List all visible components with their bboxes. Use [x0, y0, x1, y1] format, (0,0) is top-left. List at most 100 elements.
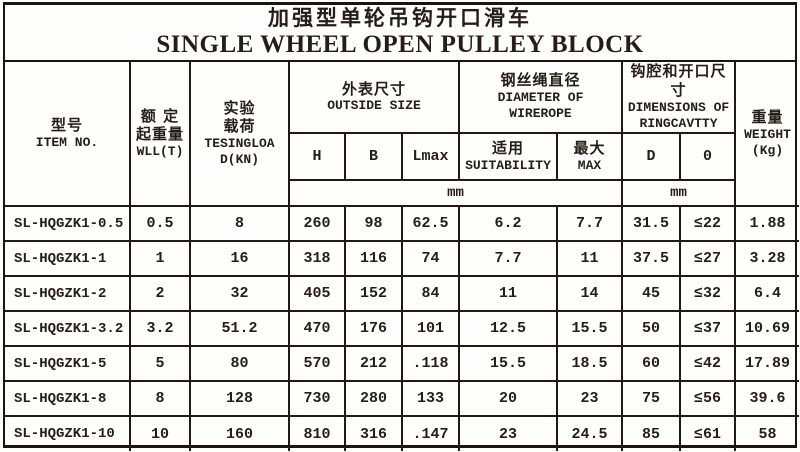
cell-max: 7.7 [555, 205, 624, 242]
cell-h: 470 [288, 310, 346, 347]
cell-lmax: .118 [401, 345, 460, 382]
cell-b: 176 [344, 310, 403, 347]
header-outside-size-zh: 外表尺寸 [341, 79, 406, 98]
header-item-no-en: ITEM NO. [35, 134, 99, 150]
header-wirerope: 钢丝绳直径 DIAMETER OF WIREROPE [457, 62, 624, 134]
cell-b: 98 [344, 205, 403, 242]
header-weight-zh: 重量 [751, 107, 784, 126]
header-test-load-zh1: 实验 [223, 98, 256, 117]
header-wirerope-en2: WIREROPE [509, 106, 572, 122]
cell-o: ≤37 [679, 310, 737, 347]
header-test-load-zh2: 载荷 [223, 117, 256, 136]
header-wirerope-zh: 钢丝绳直径 [500, 71, 581, 90]
header-wirerope-en1: DIAMETER OF [497, 90, 584, 106]
cell-b: 280 [344, 380, 403, 417]
header-weight-en: WEIGHT [744, 126, 791, 142]
header-item-no: 型号 ITEM NO. [5, 62, 131, 207]
cell-h: 405 [288, 275, 346, 312]
header-col-lmax: Lmax [401, 132, 460, 181]
header-col-d-label: D [646, 148, 656, 165]
cell-lmax: 62.5 [401, 205, 460, 242]
header-sub-row: H B Lmax 适用 SUITABILITY 最大 MAX D 0 [5, 132, 799, 181]
table-row: SL-HQGZK1-8 8 128 730 280 133 20 23 75 ≤… [5, 380, 800, 417]
spec-sheet: 加强型单轮吊钩开口滑车 SINGLE WHEEL OPEN PULLEY BLO… [3, 2, 800, 451]
cell-lmax: 133 [401, 380, 460, 417]
header-col-suitability: 适用 SUITABILITY [458, 132, 558, 181]
cell-wll: 0.5 [129, 205, 191, 242]
header-col-max-en: MAX [577, 157, 602, 173]
cell-max: 14 [555, 275, 624, 312]
header-outside-size-en: OUTSIDE SIZE [327, 98, 421, 114]
header-weight-unit: (Kg) [751, 142, 784, 158]
header-col-d: D [621, 132, 682, 181]
cell-item-no: SL-HQGZK1-1 [5, 240, 131, 277]
cell-lmax: 84 [401, 275, 460, 312]
cell-test-load: 160 [189, 415, 290, 451]
cell-test-load: 16 [189, 240, 290, 277]
header-test-load-en1: TESINGLOA [204, 136, 275, 151]
cell-wll: 8 [129, 380, 191, 417]
header-wll-en: WLL(T) [136, 144, 184, 160]
cell-test-load: 128 [189, 380, 290, 417]
title-block: 加强型单轮吊钩开口滑车 SINGLE WHEEL OPEN PULLEY BLO… [5, 5, 795, 62]
cell-weight: 10.69 [734, 310, 800, 347]
table-row: SL-HQGZK1-5 5 80 570 212 .118 15.5 18.5 … [5, 345, 800, 382]
header-col-max: 最大 MAX [555, 132, 624, 181]
title-english: SINGLE WHEEL OPEN PULLEY BLOCK [156, 30, 644, 58]
cell-b: 116 [344, 240, 403, 277]
cell-o: ≤42 [679, 345, 737, 382]
cell-d: 60 [621, 345, 682, 382]
header-col-max-zh: 最大 [573, 139, 606, 157]
cell-max: 11 [555, 240, 624, 277]
header-item-no-zh: 型号 [50, 116, 83, 134]
cell-h: 260 [288, 205, 346, 242]
cell-d: 37.5 [621, 240, 682, 277]
cell-item-no: SL-HQGZK1-2 [5, 275, 131, 312]
cell-b: 316 [344, 415, 403, 451]
cell-d: 75 [621, 380, 682, 417]
unit-mm-outside-wirerope: mm [289, 179, 624, 207]
cell-wll: 2 [129, 275, 191, 312]
cell-item-no: SL-HQGZK1-3.2 [5, 310, 131, 347]
header-ringcavity-en2: RINGCAVTTY [639, 115, 718, 131]
header-col-b-label: B [368, 148, 378, 165]
table-row: SL-HQGZK1-0.5 0.5 8 260 98 62.5 6.2 7.7 … [5, 205, 800, 242]
header-ringcavity-en1: DIMENSIONS OF [627, 99, 730, 115]
cell-weight: 3.28 [734, 240, 800, 277]
header-col-o: 0 [679, 132, 736, 181]
header-col-suitability-en: SUITABILITY [465, 157, 551, 173]
cell-weight: 17.89 [734, 345, 800, 382]
header-test-load-en2: D(KN) [219, 152, 259, 168]
header-wll-zh2: 起重量 [135, 125, 184, 144]
cell-suitability: 12.5 [458, 310, 558, 347]
cell-item-no: SL-HQGZK1-8 [5, 380, 131, 417]
header-col-o-label: 0 [703, 148, 713, 165]
cell-max: 15.5 [555, 310, 624, 347]
header-wll: 额 定 起重量 WLL(T) [129, 62, 191, 207]
cell-h: 810 [288, 415, 346, 451]
header-ringcavity-zh: 钩腔和开口尺寸 [630, 62, 727, 99]
cell-suitability: 11 [458, 275, 558, 312]
header-col-h-label: H [312, 148, 322, 165]
header-outside-size: 外表尺寸 OUTSIDE SIZE [288, 62, 460, 134]
cell-test-load: 8 [189, 205, 290, 242]
table-row: SL-HQGZK1-2 2 32 405 152 84 11 14 45 ≤32… [5, 275, 800, 312]
header-wll-zh1: 额 定 [140, 106, 180, 125]
cell-o: ≤27 [679, 240, 737, 277]
cell-weight: 58 [734, 415, 800, 451]
cell-o: ≤56 [679, 380, 737, 417]
spec-table: 型号 ITEM NO. 额 定 起重量 WLL(T) 实验 载荷 TESINGL… [5, 62, 800, 451]
cell-h: 318 [288, 240, 346, 277]
cell-d: 50 [621, 310, 682, 347]
cell-wll: 3.2 [129, 310, 191, 347]
cell-item-no: SL-HQGZK1-0.5 [5, 205, 131, 242]
header-col-b: B [344, 132, 403, 181]
cell-suitability: 7.7 [458, 240, 558, 277]
cell-test-load: 80 [189, 345, 290, 382]
unit-mm-ringcavity: mm [621, 179, 736, 207]
cell-d: 31.5 [621, 205, 682, 242]
cell-wll: 5 [129, 345, 191, 382]
cell-max: 23 [555, 380, 624, 417]
cell-weight: 39.6 [734, 380, 800, 417]
cell-o: ≤32 [679, 275, 737, 312]
